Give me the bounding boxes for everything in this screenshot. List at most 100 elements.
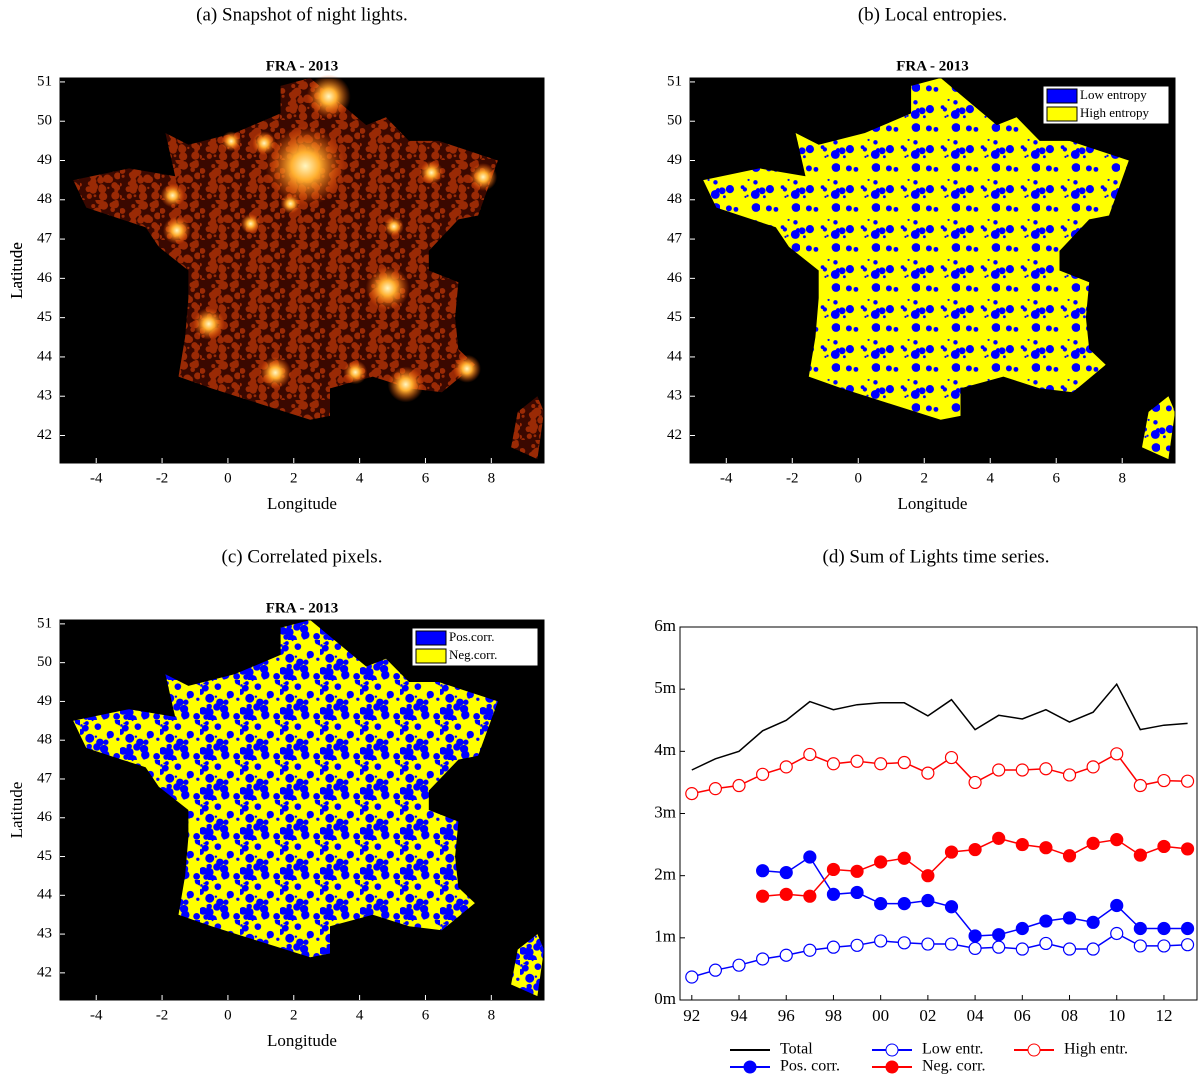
- city-glow: [240, 213, 261, 234]
- y-tick-label: 1m: [654, 927, 676, 946]
- y-tick-label: 49: [37, 693, 52, 709]
- city-glow: [365, 266, 410, 311]
- country-shape: [73, 620, 544, 997]
- plot-frame: [689, 77, 1176, 464]
- point: [1086, 942, 1100, 956]
- chart-title: FRA - 2013: [266, 600, 339, 616]
- city-glow: [343, 360, 368, 385]
- x-axis-label: Longitude: [267, 1031, 337, 1050]
- legend-label: Pos.corr.: [449, 629, 495, 644]
- caption: (c) Correlated pixels.: [222, 546, 383, 567]
- y-tick-label: 43: [667, 388, 682, 404]
- y-tick-label: 44: [667, 348, 683, 364]
- x-tick-label: 6: [422, 1007, 430, 1023]
- point: [874, 934, 888, 948]
- x-tick-label: 92: [683, 1006, 700, 1025]
- x-tick-label: -2: [156, 1007, 169, 1023]
- x-tick-label: 06: [1014, 1006, 1031, 1025]
- city-glow: [162, 216, 191, 245]
- point: [732, 958, 746, 972]
- point: [756, 864, 770, 878]
- x-tick-label: -2: [786, 470, 799, 486]
- caption: (b) Local entropies.: [858, 4, 1007, 25]
- x-tick-label: -4: [90, 1007, 103, 1023]
- point: [921, 937, 935, 951]
- x-tick-label: 4: [356, 470, 364, 486]
- point: [1133, 921, 1147, 936]
- y-tick-label: 44: [37, 348, 53, 364]
- y-tick-label: 43: [37, 926, 52, 942]
- point: [803, 747, 817, 762]
- point: [968, 929, 982, 943]
- legend-label: Low entropy: [1080, 87, 1147, 102]
- point: [944, 845, 959, 859]
- chart-title: FRA - 2013: [266, 58, 339, 74]
- point: [992, 831, 1006, 845]
- y-tick-label: 47: [667, 231, 683, 247]
- point: [1110, 898, 1124, 913]
- y-tick-label: 49: [667, 152, 682, 168]
- y-tick-label: 50: [667, 113, 682, 129]
- x-axis-label: Longitude: [267, 494, 337, 513]
- point: [1086, 760, 1100, 774]
- country-shape: [703, 78, 1175, 460]
- point: [1062, 942, 1077, 956]
- point: [850, 885, 864, 900]
- point: [1062, 768, 1077, 782]
- y-tick-label: 45: [667, 309, 682, 325]
- point: [992, 763, 1006, 777]
- point: [803, 889, 817, 903]
- point: [897, 851, 911, 865]
- y-tick-label: 51: [37, 615, 52, 631]
- y-tick-label: 48: [667, 191, 682, 207]
- y-tick-label: 45: [37, 309, 52, 325]
- point: [779, 865, 793, 880]
- point: [850, 938, 864, 952]
- x-tick-label: 10: [1108, 1006, 1125, 1025]
- x-tick-label: 4: [356, 1007, 364, 1023]
- point: [921, 869, 935, 883]
- legend-swatch: [415, 648, 447, 664]
- point: [756, 767, 770, 781]
- point: [1015, 763, 1029, 777]
- city-glow: [387, 366, 424, 403]
- city-glow: [252, 131, 277, 156]
- y-tick-label: 5m: [654, 678, 676, 697]
- point: [850, 864, 864, 878]
- y-tick-label: 45: [37, 848, 52, 864]
- point: [826, 757, 841, 771]
- point: [1039, 841, 1053, 855]
- point: [1180, 774, 1195, 788]
- y-tick-label: 46: [37, 270, 53, 286]
- x-tick-label: 98: [825, 1006, 842, 1025]
- x-tick-label: 04: [967, 1006, 985, 1025]
- x-tick-label: 2: [921, 470, 929, 486]
- legend-label: High entr.: [1064, 1041, 1128, 1058]
- series-line: [691, 932, 1188, 978]
- point: [1086, 915, 1100, 929]
- point: [826, 862, 841, 877]
- legend-swatch: [1046, 88, 1078, 104]
- y-tick-label: 50: [37, 654, 52, 670]
- legend-swatch: [415, 630, 447, 646]
- x-tick-label: -4: [720, 470, 733, 486]
- point: [779, 887, 793, 901]
- y-tick-label: 48: [37, 732, 52, 748]
- city-glow: [280, 193, 301, 214]
- y-tick-label: 51: [667, 73, 682, 89]
- point: [874, 855, 888, 869]
- x-tick-label: -4: [90, 470, 103, 486]
- city-glow: [221, 131, 242, 152]
- y-tick-label: 42: [37, 964, 52, 980]
- point: [944, 900, 959, 914]
- y-tick-label: 46: [37, 809, 53, 825]
- point: [1015, 921, 1029, 936]
- plot-frame: [59, 77, 545, 464]
- point: [685, 787, 699, 801]
- point: [1133, 778, 1147, 793]
- point: [1039, 936, 1053, 951]
- x-tick-label: 94: [731, 1006, 749, 1025]
- y-tick-label: 49: [37, 152, 52, 168]
- y-tick-label: 47: [37, 770, 53, 786]
- point: [1110, 747, 1124, 761]
